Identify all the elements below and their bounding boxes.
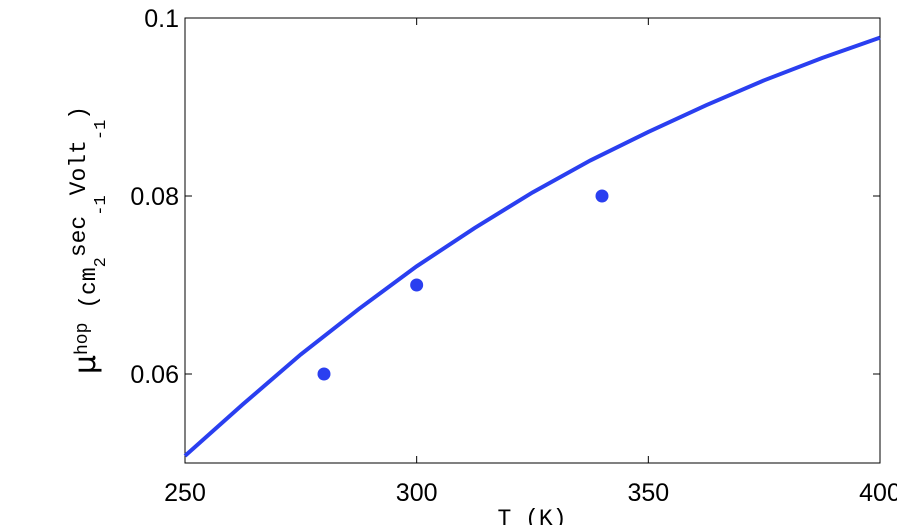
y-axis-label-part: μ <box>68 355 103 374</box>
y-axis-label-part: Volt <box>66 140 92 195</box>
y-axis-label-part: ) <box>66 106 92 120</box>
x-axis-label: T (K) <box>497 506 566 525</box>
y-axis-label-part: (cm <box>76 267 102 322</box>
curve <box>183 35 881 458</box>
y-axis-label-part: sec <box>66 216 92 257</box>
data-point <box>317 367 331 381</box>
plot-frame <box>184 17 881 464</box>
y-tick-label: 0.06 <box>130 361 179 389</box>
y-tick-label: 0.1 <box>144 5 179 33</box>
y-axis-label-part: -1 <box>92 120 111 140</box>
x-tick-label: 250 <box>164 479 206 507</box>
y-axis-label-part: 2 <box>92 257 111 267</box>
data-point <box>595 189 609 203</box>
y-axis-label: μhop (cm2sec-1Volt-1) <box>66 106 111 374</box>
y-axis-label-part: -1 <box>92 195 111 215</box>
y-tick-label: 0.08 <box>130 183 179 211</box>
x-tick-label: 300 <box>396 479 438 507</box>
x-tick-label: 350 <box>627 479 669 507</box>
data-point <box>410 278 424 292</box>
y-axis-label-part: hop <box>73 323 93 355</box>
x-tick-label: 400 <box>859 479 897 507</box>
